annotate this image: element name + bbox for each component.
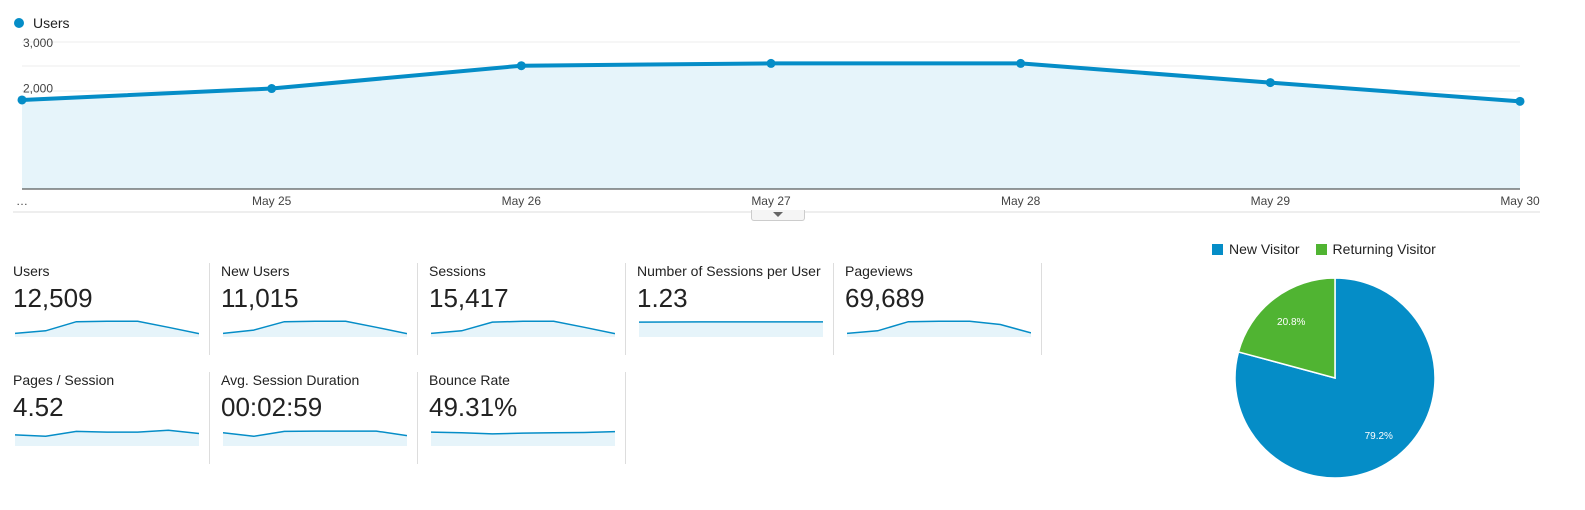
metric-label: Pages / Session [13, 372, 115, 388]
metric-label: Number of Sessions per User [637, 263, 821, 279]
metric-bounce-rate[interactable]: Bounce Rate 49.31% [429, 372, 626, 464]
returning-visitor-legend-label: Returning Visitor [1332, 241, 1436, 257]
metric-label: Users [13, 263, 50, 279]
metric-value: 11,015 [221, 283, 299, 313]
metric-label: Avg. Session Duration [221, 372, 360, 388]
chart-collapse-handle[interactable] [751, 210, 805, 221]
metric-value: 12,509 [13, 283, 93, 313]
metric-value: 15,417 [429, 283, 509, 313]
metric-sparkline [223, 320, 407, 337]
users-legend-marker [14, 18, 24, 28]
sparkline-line [15, 320, 199, 335]
metric-value: 69,689 [845, 283, 925, 313]
x-tick-label: May 29 [1251, 194, 1291, 208]
metric-label: New Users [221, 263, 290, 279]
sparkline-line [223, 430, 407, 438]
users-legend-label: Users [33, 15, 70, 31]
sparkline-fill [431, 321, 615, 337]
x-tick-label: May 26 [502, 194, 542, 208]
legend-item-new-visitor[interactable]: New Visitor [1212, 241, 1300, 257]
x-tick-label: … [16, 194, 28, 208]
metric-value: 49.31% [429, 392, 518, 422]
sparkline-fill [847, 321, 1031, 337]
sparkline-fill [639, 321, 823, 337]
main-chart-legend[interactable]: Users [14, 15, 70, 31]
metric-label: Sessions [429, 263, 486, 279]
y-tick-label: 2,000 [23, 82, 53, 96]
x-tick-label: May 28 [1001, 194, 1041, 208]
metric-avg-session-duration[interactable]: Avg. Session Duration 00:02:59 [221, 372, 418, 464]
pie-slice-label: 20.8% [1277, 317, 1305, 328]
metric-pages-per-session[interactable]: Pages / Session 4.52 [13, 372, 210, 464]
sparkline-line [15, 429, 199, 438]
legend-item-returning-visitor[interactable]: Returning Visitor [1315, 241, 1436, 257]
metric-sparkline [431, 320, 615, 337]
metric-value: 00:02:59 [221, 392, 323, 422]
sparkline-fill [15, 321, 199, 337]
x-tick-label: May 27 [751, 194, 791, 208]
returning-visitor-swatch [1315, 243, 1327, 255]
pie-slice-label: 79.2% [1365, 431, 1393, 442]
users-data-point [1515, 96, 1525, 106]
caret-down-icon [773, 212, 783, 217]
users-data-point [766, 58, 776, 68]
users-data-point [267, 84, 277, 94]
sparkline-fill [223, 321, 407, 337]
users-data-point [516, 61, 526, 71]
metric-sparkline [15, 429, 199, 446]
metric-sparkline [223, 430, 407, 446]
sparkline-fill [431, 431, 615, 446]
pie-legend: New Visitor Returning Visitor [1212, 241, 1452, 257]
metric-label: Pageviews [845, 263, 913, 279]
metric-sparkline [15, 320, 199, 337]
y-tick-label: 3,000 [23, 36, 53, 50]
metric-pageviews[interactable]: Pageviews 69,689 [845, 263, 1042, 355]
metric-label: Bounce Rate [429, 372, 510, 388]
pie-slice-returning-visitor [1237, 277, 1336, 379]
users-data-point [17, 95, 27, 105]
metric-value: 4.52 [13, 392, 64, 422]
sparkline-line [431, 430, 615, 435]
sparkline-fill [223, 431, 407, 446]
sparkline-line [847, 320, 1031, 335]
metric-new-users[interactable]: New Users 11,015 [221, 263, 418, 355]
x-tick-label: May 25 [252, 194, 292, 208]
metric-value: 1.23 [637, 283, 688, 313]
metric-sparkline [639, 321, 823, 337]
x-tick-label: May 30 [1500, 194, 1540, 208]
metric-sessions-per-user[interactable]: Number of Sessions per User 1.23 [637, 263, 834, 355]
sparkline-line [223, 320, 407, 335]
users-area-fill [22, 63, 1520, 189]
metric-sessions[interactable]: Sessions 15,417 [429, 263, 626, 355]
users-data-point [1265, 78, 1275, 88]
metric-sparkline [847, 320, 1031, 337]
new-visitor-legend-label: New Visitor [1229, 241, 1300, 257]
sparkline-line [431, 320, 615, 335]
users-data-point [1016, 58, 1026, 68]
metric-sparkline [431, 430, 615, 446]
new-visitor-swatch [1212, 243, 1223, 255]
metric-users[interactable]: Users 12,509 [13, 263, 210, 355]
visitor-type-pie-chart: 79.2% 20.8% [1234, 277, 1436, 479]
